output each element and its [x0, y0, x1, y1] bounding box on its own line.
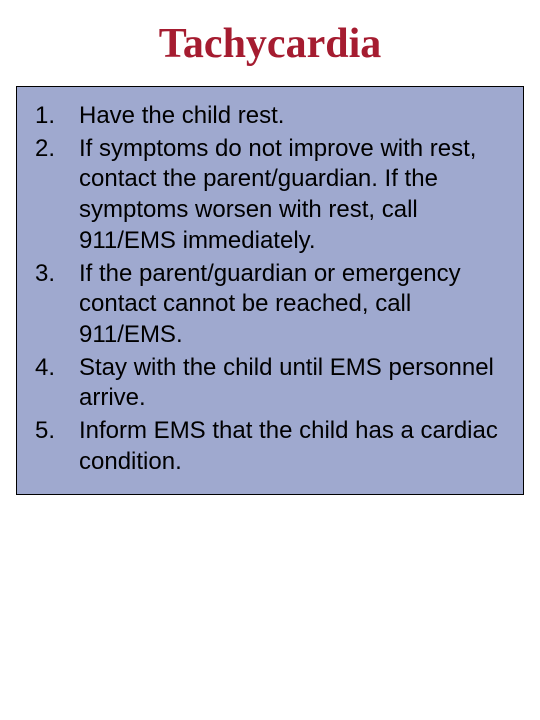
- list-item: If symptoms do not improve with rest, co…: [35, 134, 505, 257]
- list-item: Have the child rest.: [35, 101, 505, 132]
- page-title: Tachycardia: [16, 20, 524, 68]
- list-item: Stay with the child until EMS personnel …: [35, 353, 505, 414]
- list-item: If the parent/guardian or emergency cont…: [35, 259, 505, 351]
- instructions-list: Have the child rest. If symptoms do not …: [35, 101, 505, 478]
- list-item: Inform EMS that the child has a cardiac …: [35, 416, 505, 477]
- instructions-box: Have the child rest. If symptoms do not …: [16, 86, 524, 495]
